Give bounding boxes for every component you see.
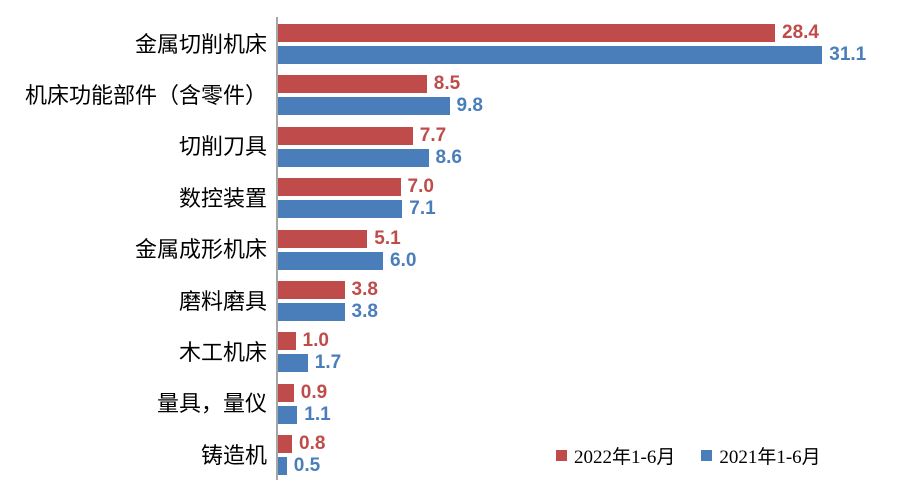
bar-2022 bbox=[278, 280, 345, 299]
bar-line-2021: 6.0 bbox=[278, 249, 900, 271]
category-row: 磨料磨具 3.8 3.8 bbox=[0, 274, 900, 325]
bar-2021 bbox=[278, 354, 308, 373]
category-row: 数控装置 7.0 7.1 bbox=[0, 171, 900, 222]
bar-2022 bbox=[278, 332, 296, 351]
bar-line-2022: 1.0 bbox=[278, 330, 900, 352]
bar-line-2022: 3.8 bbox=[278, 278, 900, 300]
legend-label-2021: 2021年1-6月 bbox=[719, 447, 821, 468]
value-label-2021: 0.5 bbox=[293, 455, 321, 477]
bar-line-2021: 31.1 bbox=[278, 44, 900, 65]
category-bars: 8.5 9.8 bbox=[278, 68, 900, 119]
bar-2022 bbox=[278, 383, 294, 402]
value-label-2022: 0.9 bbox=[300, 381, 328, 403]
category-bars: 7.0 7.1 bbox=[278, 171, 900, 222]
category-row: 铸造机 0.8 0.5 bbox=[0, 428, 900, 479]
bar-line-2022: 8.5 bbox=[278, 73, 900, 95]
value-label-2021: 7.1 bbox=[409, 198, 436, 220]
category-label: 数控装置 bbox=[178, 185, 267, 211]
category-row: 金属成形机床 5.1 6.0 bbox=[0, 223, 900, 274]
bar-2021 bbox=[278, 148, 429, 167]
bar-line-2021: 1.1 bbox=[278, 403, 900, 425]
bar-2022 bbox=[278, 24, 775, 42]
category-label: 铸造机 bbox=[200, 442, 267, 468]
bar-line-2022: 5.1 bbox=[278, 227, 900, 249]
category-bars: 0.9 1.1 bbox=[278, 377, 900, 428]
bar-line-2021: 7.1 bbox=[278, 198, 900, 220]
category-row: 机床功能部件（含零件） 8.5 9.8 bbox=[0, 68, 900, 119]
bar-line-2021: 8.6 bbox=[278, 146, 900, 168]
category-label: 金属成形机床 bbox=[134, 237, 267, 263]
value-label-2022: 1.0 bbox=[302, 330, 329, 352]
category-label: 机床功能部件（含零件） bbox=[24, 83, 267, 109]
category-label: 磨料磨具 bbox=[178, 288, 267, 314]
value-label-2021: 6.0 bbox=[390, 249, 417, 271]
category-bars: 0.8 0.5 bbox=[278, 428, 900, 479]
bar-line-2021: 0.5 bbox=[278, 455, 900, 477]
legend-swatch-2021 bbox=[701, 450, 713, 461]
category-bars: 1.0 1.7 bbox=[278, 325, 900, 376]
category-label: 木工机床 bbox=[178, 340, 267, 366]
category-label: 金属切削机床 bbox=[134, 31, 267, 57]
category-bars: 7.7 8.6 bbox=[278, 120, 900, 171]
bar-line-2022: 7.7 bbox=[278, 124, 900, 146]
bar-line-2021: 1.7 bbox=[278, 352, 900, 374]
value-label-2022: 7.0 bbox=[407, 176, 434, 198]
bar-2021 bbox=[278, 302, 345, 321]
legend: 2022年1-6月 2021年1-6月 bbox=[556, 442, 821, 469]
category-label: 量具，量仪 bbox=[156, 391, 267, 417]
legend-item-2021: 2021年1-6月 bbox=[701, 442, 821, 469]
bar-2022 bbox=[278, 75, 427, 94]
category-label: 切削刀具 bbox=[178, 134, 267, 160]
bar-2021 bbox=[278, 200, 403, 219]
value-label-2021: 9.8 bbox=[456, 95, 483, 117]
legend-item-2022: 2022年1-6月 bbox=[556, 442, 675, 469]
legend-label-2022: 2022年1-6月 bbox=[574, 447, 676, 468]
bar-line-2022: 28.4 bbox=[278, 22, 900, 43]
category-row: 木工机床 1.0 1.7 bbox=[0, 325, 900, 376]
bar-line-2021: 3.8 bbox=[278, 300, 900, 322]
bar-line-2022: 0.9 bbox=[278, 381, 900, 403]
value-label-2021: 1.1 bbox=[304, 403, 331, 425]
category-bars: 5.1 6.0 bbox=[278, 223, 900, 274]
bar-2021 bbox=[278, 46, 823, 64]
bar-line-2022: 7.0 bbox=[278, 176, 900, 198]
category-row: 金属切削机床 28.4 31.1 bbox=[0, 17, 900, 68]
category-row: 量具，量仪 0.9 1.1 bbox=[0, 377, 900, 428]
bar-2021 bbox=[278, 97, 450, 116]
bar-2022 bbox=[278, 178, 401, 197]
value-label-2022: 0.8 bbox=[299, 433, 326, 455]
category-bars: 3.8 3.8 bbox=[278, 274, 900, 325]
bar-2021 bbox=[278, 457, 287, 476]
category-row: 切削刀具 7.7 8.6 bbox=[0, 120, 900, 171]
bar-line-2022: 0.8 bbox=[278, 433, 900, 455]
legend-swatch-2022 bbox=[556, 450, 567, 461]
bar-2021 bbox=[278, 251, 383, 270]
bar-line-2021: 9.8 bbox=[278, 95, 900, 117]
value-label-2021: 31.1 bbox=[829, 44, 867, 65]
bar-2022 bbox=[278, 229, 368, 248]
bar-2022 bbox=[278, 435, 292, 454]
bar-2021 bbox=[278, 405, 298, 424]
value-label-2021: 8.6 bbox=[435, 146, 462, 168]
value-label-2022: 3.8 bbox=[351, 278, 378, 300]
value-label-2021: 1.7 bbox=[314, 352, 342, 374]
value-label-2022: 8.5 bbox=[433, 73, 461, 95]
chart-plot-area: 金属切削机床 28.4 31.1 机床功能部件（含零件） 8.5 9.8 切削刀具 7.7 8.… bbox=[0, 17, 900, 480]
value-label-2022: 7.7 bbox=[419, 124, 447, 146]
value-label-2022: 28.4 bbox=[782, 22, 819, 43]
value-label-2022: 5.1 bbox=[374, 227, 401, 249]
value-label-2021: 3.8 bbox=[351, 300, 378, 322]
category-bars: 28.4 31.1 bbox=[278, 17, 900, 68]
y-axis-line bbox=[276, 17, 278, 480]
bar-2022 bbox=[278, 126, 413, 145]
